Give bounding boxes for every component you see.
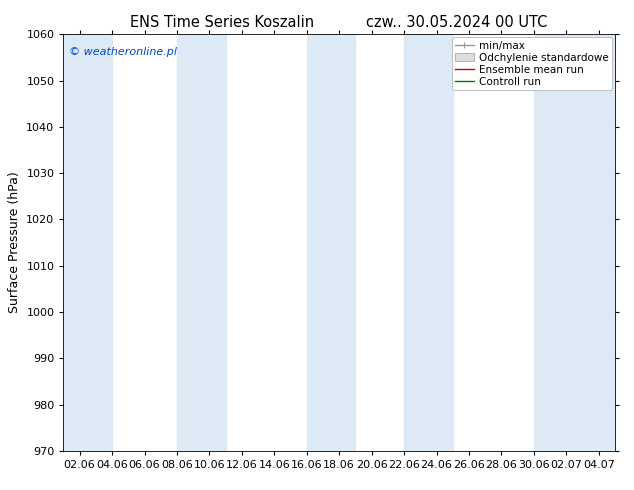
Bar bbox=[534, 34, 615, 451]
Bar bbox=[177, 34, 226, 451]
Text: © weatheronline.pl: © weatheronline.pl bbox=[69, 47, 177, 57]
Bar bbox=[63, 34, 112, 451]
Y-axis label: Surface Pressure (hPa): Surface Pressure (hPa) bbox=[8, 172, 21, 314]
Text: czw.. 30.05.2024 00 UTC: czw.. 30.05.2024 00 UTC bbox=[366, 15, 547, 30]
Bar bbox=[404, 34, 453, 451]
Bar bbox=[307, 34, 356, 451]
Text: ENS Time Series Koszalin: ENS Time Series Koszalin bbox=[130, 15, 314, 30]
Legend: min/max, Odchylenie standardowe, Ensemble mean run, Controll run: min/max, Odchylenie standardowe, Ensembl… bbox=[452, 37, 612, 90]
